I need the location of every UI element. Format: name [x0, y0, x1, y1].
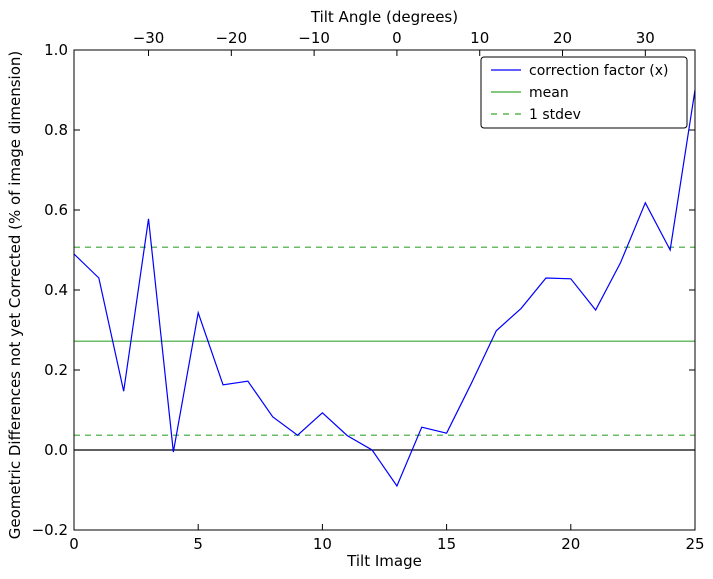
x-tick-label: 5 — [193, 535, 203, 553]
x-tick-label: 25 — [685, 535, 704, 553]
x-tick-label: 15 — [437, 535, 456, 553]
correction-factor-line — [73, 89, 696, 488]
top-x-tick-label: 10 — [470, 29, 489, 47]
legend-label: correction factor (x) — [529, 63, 668, 79]
y-tick-label: 0.8 — [44, 121, 68, 139]
y-tick-label: 0.6 — [44, 201, 68, 219]
top-x-tick-label: 20 — [553, 29, 572, 47]
y-tick-label: 0.0 — [44, 441, 68, 459]
x-tick-label: 10 — [313, 535, 332, 553]
top-x-tick-label: −10 — [298, 29, 330, 47]
top-x-tick-label: −30 — [133, 29, 165, 47]
top-x-tick-label: −20 — [215, 29, 247, 47]
x-tick-label: 20 — [561, 535, 580, 553]
legend: correction factor (x) mean 1 stdev — [480, 56, 688, 129]
top-x-axis-title: Tilt Angle (degrees) — [310, 8, 458, 26]
y-tick-label: 0.4 — [44, 281, 68, 299]
legend-label: 1 stdev — [529, 107, 581, 123]
legend-box — [480, 56, 688, 129]
top-x-tick-label: 30 — [636, 29, 655, 47]
axes: 0 5 10 15 20 25 −0.2 0.0 0.2 0.4 0.6 0.8 1.0 −30 −20 −1… — [6, 8, 705, 570]
plot-area — [73, 89, 696, 488]
legend-label: mean — [529, 85, 569, 101]
y-axis-title: Geometric Differences not yet Corrected … — [6, 51, 24, 540]
y-tick-label: 0.2 — [44, 361, 68, 379]
x-tick-label: 0 — [69, 535, 79, 553]
y-tick-label: −0.2 — [32, 521, 68, 539]
y-tick-label: 1.0 — [44, 41, 68, 59]
top-x-tick-label: 0 — [392, 29, 402, 47]
x-axis-title: Tilt Image — [346, 552, 422, 570]
